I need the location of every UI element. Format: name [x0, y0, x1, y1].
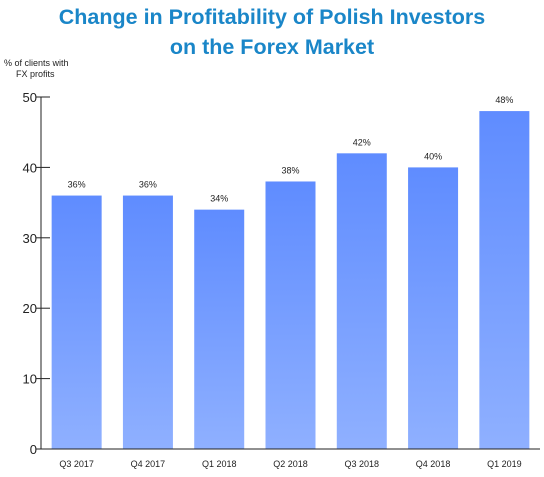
x-tick-label: Q1 2018 [202, 459, 237, 469]
bar-q1-2018 [194, 209, 245, 449]
data-label: 36% [139, 180, 157, 190]
x-tick-label: Q1 2019 [487, 459, 522, 469]
data-label: 36% [68, 180, 86, 190]
data-label: 40% [424, 151, 442, 161]
bar-q3-2018 [336, 153, 387, 449]
y-tick-label: 30 [23, 231, 37, 246]
x-tick-label: Q3 2017 [59, 459, 94, 469]
chart-title-line-1: Change in Profitability of Polish Invest… [58, 5, 486, 29]
x-tick-label: Q2 2018 [273, 459, 308, 469]
y-tick-label: 10 [23, 372, 37, 387]
data-label: 42% [353, 137, 371, 147]
axes-group: Q3 2017 Q4 2017 Q1 2018 Q2 2018 Q3 2018 Q4 20… [23, 90, 540, 469]
y-axis-label-line-1: % of clients with [4, 58, 69, 68]
y-tick-label: 0 [30, 442, 37, 457]
y-axis-label: % of clients with FX profits [4, 58, 69, 80]
y-tick-label: 20 [23, 301, 37, 316]
y-tick-label: 50 [23, 90, 37, 105]
data-label: 48% [495, 95, 513, 105]
data-label: 38% [281, 165, 299, 175]
chart-title-line-2: on the Forex Market [169, 35, 375, 59]
bar-q2-2018 [265, 181, 316, 450]
y-tick-label: 40 [23, 160, 37, 175]
data-label: 34% [210, 194, 228, 204]
bar-q4-2017 [122, 195, 173, 449]
chart-title: Change in Profitability of Polish Invest… [0, 2, 544, 62]
bar-q3-2017 [51, 195, 102, 449]
bars-group: 36% 36% 34% 38% 42% 40% 48% [51, 95, 530, 450]
x-tick-label: Q4 2018 [416, 459, 451, 469]
x-tick-label: Q3 2018 [345, 459, 380, 469]
bar-q4-2018 [408, 167, 459, 449]
bar-q1-2019 [479, 111, 530, 449]
x-tick-label: Q4 2017 [131, 459, 166, 469]
y-axis-label-line-2: FX profits [16, 69, 55, 79]
